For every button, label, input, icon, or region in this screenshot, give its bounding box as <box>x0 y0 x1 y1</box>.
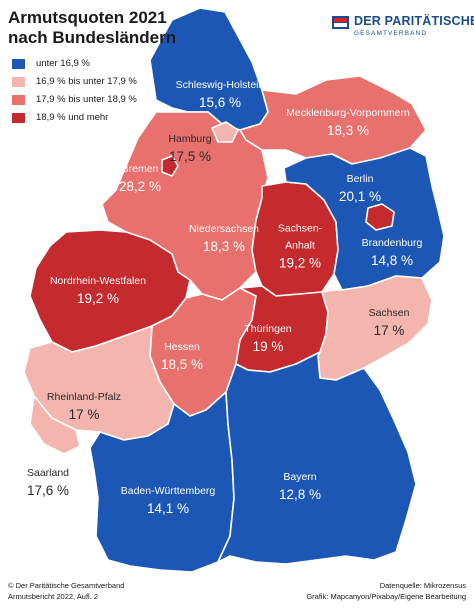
state-sachsen <box>317 275 433 381</box>
state-name-baden-wuerttemberg: Baden-Württemberg <box>120 485 216 497</box>
state-label-sachsen-anhalt: Sachsen- Anhalt 19,2 % <box>278 221 322 272</box>
legend-swatch-3 <box>12 113 25 123</box>
state-name-sachsen-anhalt: Sachsen- <box>277 222 323 235</box>
state-label-nordrhein-westfalen: Nordrhein-Westfalen 19,2 % <box>50 273 146 307</box>
state-name-saarland: Saarland <box>26 467 70 479</box>
state-value-brandenburg: 14,8 % <box>370 253 414 268</box>
state-label-niedersachsen: Niedersachsen 18,3 % <box>189 221 259 255</box>
map-title: Armutsquoten 2021 nach Bundesländern <box>8 8 176 48</box>
state-name-berlin: Berlin <box>346 173 374 185</box>
state-name-sachsen-anhalt-1: Anhalt <box>285 239 315 252</box>
logo-main-text: DER PARITÄTISCHE <box>354 14 474 28</box>
state-name-brandenburg: Brandenburg <box>361 237 423 249</box>
state-value-bremen: 28,2 % <box>118 179 162 194</box>
legend-label-2: 17,9 % bis unter 18,9 % <box>36 94 137 105</box>
state-label-bayern: Bayern 12,8 % <box>279 469 321 503</box>
footer-credits: © Der Paritätische Gesamtverband Armutsb… <box>8 580 124 602</box>
logo-sub-text: GESAMTVERBAND <box>354 30 428 37</box>
logo-mark-icon <box>332 16 349 29</box>
state-name-rheinland-pfalz: Rheinland-Pfalz <box>46 391 122 403</box>
state-name-hessen: Hessen <box>164 341 200 353</box>
state-value-mecklenburg-vorpommern: 18,3 % <box>326 123 370 138</box>
state-hamburg <box>211 121 239 143</box>
legend-swatch-0 <box>12 59 25 69</box>
state-bremen <box>161 155 179 177</box>
state-value-saarland: 17,6 % <box>26 483 70 498</box>
state-label-schleswig-holstein: Schleswig-Holstein 15,6 % <box>176 77 265 111</box>
state-name-schleswig-holstein: Schleswig-Holstein <box>175 79 265 91</box>
state-berlin <box>365 203 395 231</box>
legend-swatch-2 <box>12 95 25 105</box>
state-label-berlin: Berlin 20,1 % <box>339 171 381 205</box>
state-saarland <box>29 395 81 455</box>
title-line-1: Armutsquoten 2021 <box>8 8 167 27</box>
legend-label-1: 16,9 % bis unter 17,9 % <box>36 76 137 87</box>
state-bayern <box>217 351 417 565</box>
state-value-thueringen: 19 % <box>252 339 284 354</box>
state-name-niedersachsen: Niedersachsen <box>188 223 260 235</box>
state-value-sachsen: 17 % <box>373 323 405 338</box>
state-value-hessen: 18,5 % <box>160 357 204 372</box>
state-value-sachsen-anhalt: 19,2 % <box>278 255 322 271</box>
state-name-thueringen: Thüringen <box>244 323 292 335</box>
state-label-mecklenburg-vorpommern: Mecklenburg-Vorpommern 18,3 % <box>286 105 410 139</box>
state-value-berlin: 20,1 % <box>338 189 382 204</box>
state-name-bremen: Bremen <box>121 163 159 175</box>
state-value-bayern: 12,8 % <box>278 487 322 502</box>
state-value-schleswig-holstein: 15,6 % <box>198 95 242 110</box>
state-label-saarland: Saarland 17,6 % <box>27 465 69 499</box>
state-label-sachsen: Sachsen 17 % <box>369 305 410 339</box>
legend-swatch-1 <box>12 77 25 87</box>
footer-sources: Datenquelle: Mikrozensus Grafik: Mapcany… <box>306 580 466 602</box>
state-value-rheinland-pfalz: 17 % <box>68 407 100 422</box>
legend-label-0: unter 16,9 % <box>36 58 90 69</box>
state-name-bayern: Bayern <box>283 471 317 483</box>
title-line-2: nach Bundesländern <box>8 28 177 47</box>
state-value-niedersachsen: 18,3 % <box>202 239 246 254</box>
state-value-hamburg: 17,5 % <box>168 149 212 164</box>
state-name-hamburg: Hamburg <box>168 133 212 145</box>
state-label-brandenburg: Brandenburg 14,8 % <box>362 235 423 269</box>
state-label-bremen: Bremen 28,2 % <box>119 161 161 195</box>
paritaetische-logo: DER PARITÄTISCHE GESAMTVERBAND <box>328 13 474 43</box>
state-label-baden-wuerttemberg: Baden-Württemberg 14,1 % <box>121 483 216 517</box>
state-name-nordrhein-westfalen: Nordrhein-Westfalen <box>49 275 147 287</box>
state-label-hamburg: Hamburg 17,5 % <box>168 131 211 165</box>
state-label-thueringen: Thüringen 19 % <box>244 321 291 355</box>
state-name-mecklenburg-vorpommern: Mecklenburg-Vorpommern <box>286 107 410 119</box>
footer-report: Armutsbericht 2022, Aufl. 2 <box>8 592 99 601</box>
state-value-nordrhein-westfalen: 19,2 % <box>76 291 120 306</box>
legend-label-3: 18,9 % und mehr <box>36 112 109 123</box>
state-name-sachsen: Sachsen <box>368 307 410 319</box>
footer-copyright: © Der Paritätische Gesamtverband <box>8 581 125 590</box>
state-value-baden-wuerttemberg: 14,1 % <box>146 501 190 516</box>
state-label-hessen: Hessen 18,5 % <box>161 339 203 373</box>
footer-graphic-source: Grafik: Mapcanyon/Pixabay/Eigene Bearbei… <box>306 592 466 601</box>
footer-data-source: Datenquelle: Mikrozensus <box>379 581 466 590</box>
state-label-rheinland-pfalz: Rheinland-Pfalz 17 % <box>47 389 121 423</box>
